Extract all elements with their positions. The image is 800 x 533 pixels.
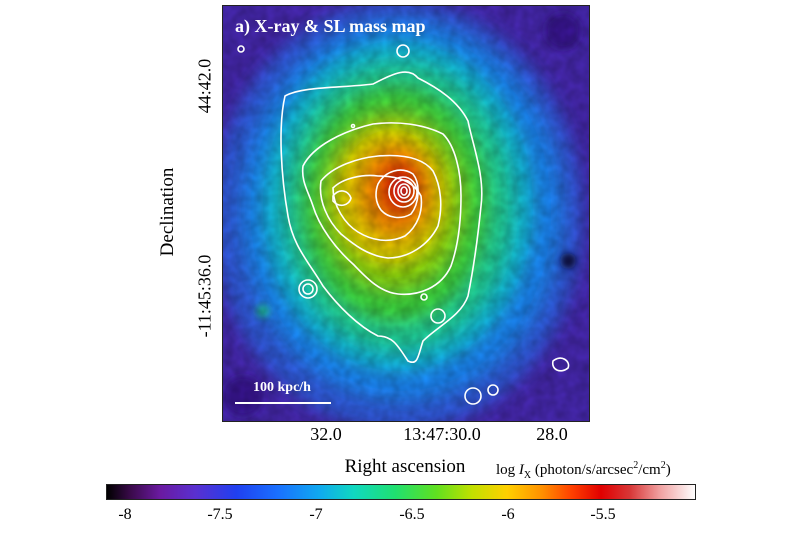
panel-title: a) X-ray & SL mass map bbox=[235, 16, 426, 36]
x-tick: 32.0 bbox=[310, 424, 342, 444]
xray-intensity-image bbox=[223, 6, 589, 421]
colorbar-tick: -8 bbox=[118, 506, 132, 523]
colorbar-tick: -7 bbox=[309, 506, 323, 523]
scale-bar bbox=[235, 402, 331, 404]
xray-map-panel: a) X-ray & SL mass map 100 kpc/h bbox=[222, 5, 590, 422]
colorbar bbox=[106, 484, 696, 500]
y-tick: 44:42.0 bbox=[194, 58, 215, 114]
y-axis-label: Declination bbox=[157, 167, 178, 257]
mass-contours bbox=[237, 44, 570, 405]
x-tick: 13:47:30.0 bbox=[403, 424, 481, 444]
y-tick: -11:45:36.0 bbox=[194, 254, 215, 338]
colorbar-tick: -5.5 bbox=[590, 506, 616, 523]
colorbar-label: log IX (photon/s/arcsec2/cm2) bbox=[496, 460, 671, 481]
colorbar-tick: -6.5 bbox=[399, 506, 425, 523]
scale-bar-label: 100 kpc/h bbox=[253, 380, 311, 395]
x-tick: 28.0 bbox=[536, 424, 568, 444]
colorbar-tick: -7.5 bbox=[207, 506, 233, 523]
x-axis-label: Right ascension bbox=[344, 456, 466, 477]
colorbar-tick: -6 bbox=[501, 506, 515, 523]
